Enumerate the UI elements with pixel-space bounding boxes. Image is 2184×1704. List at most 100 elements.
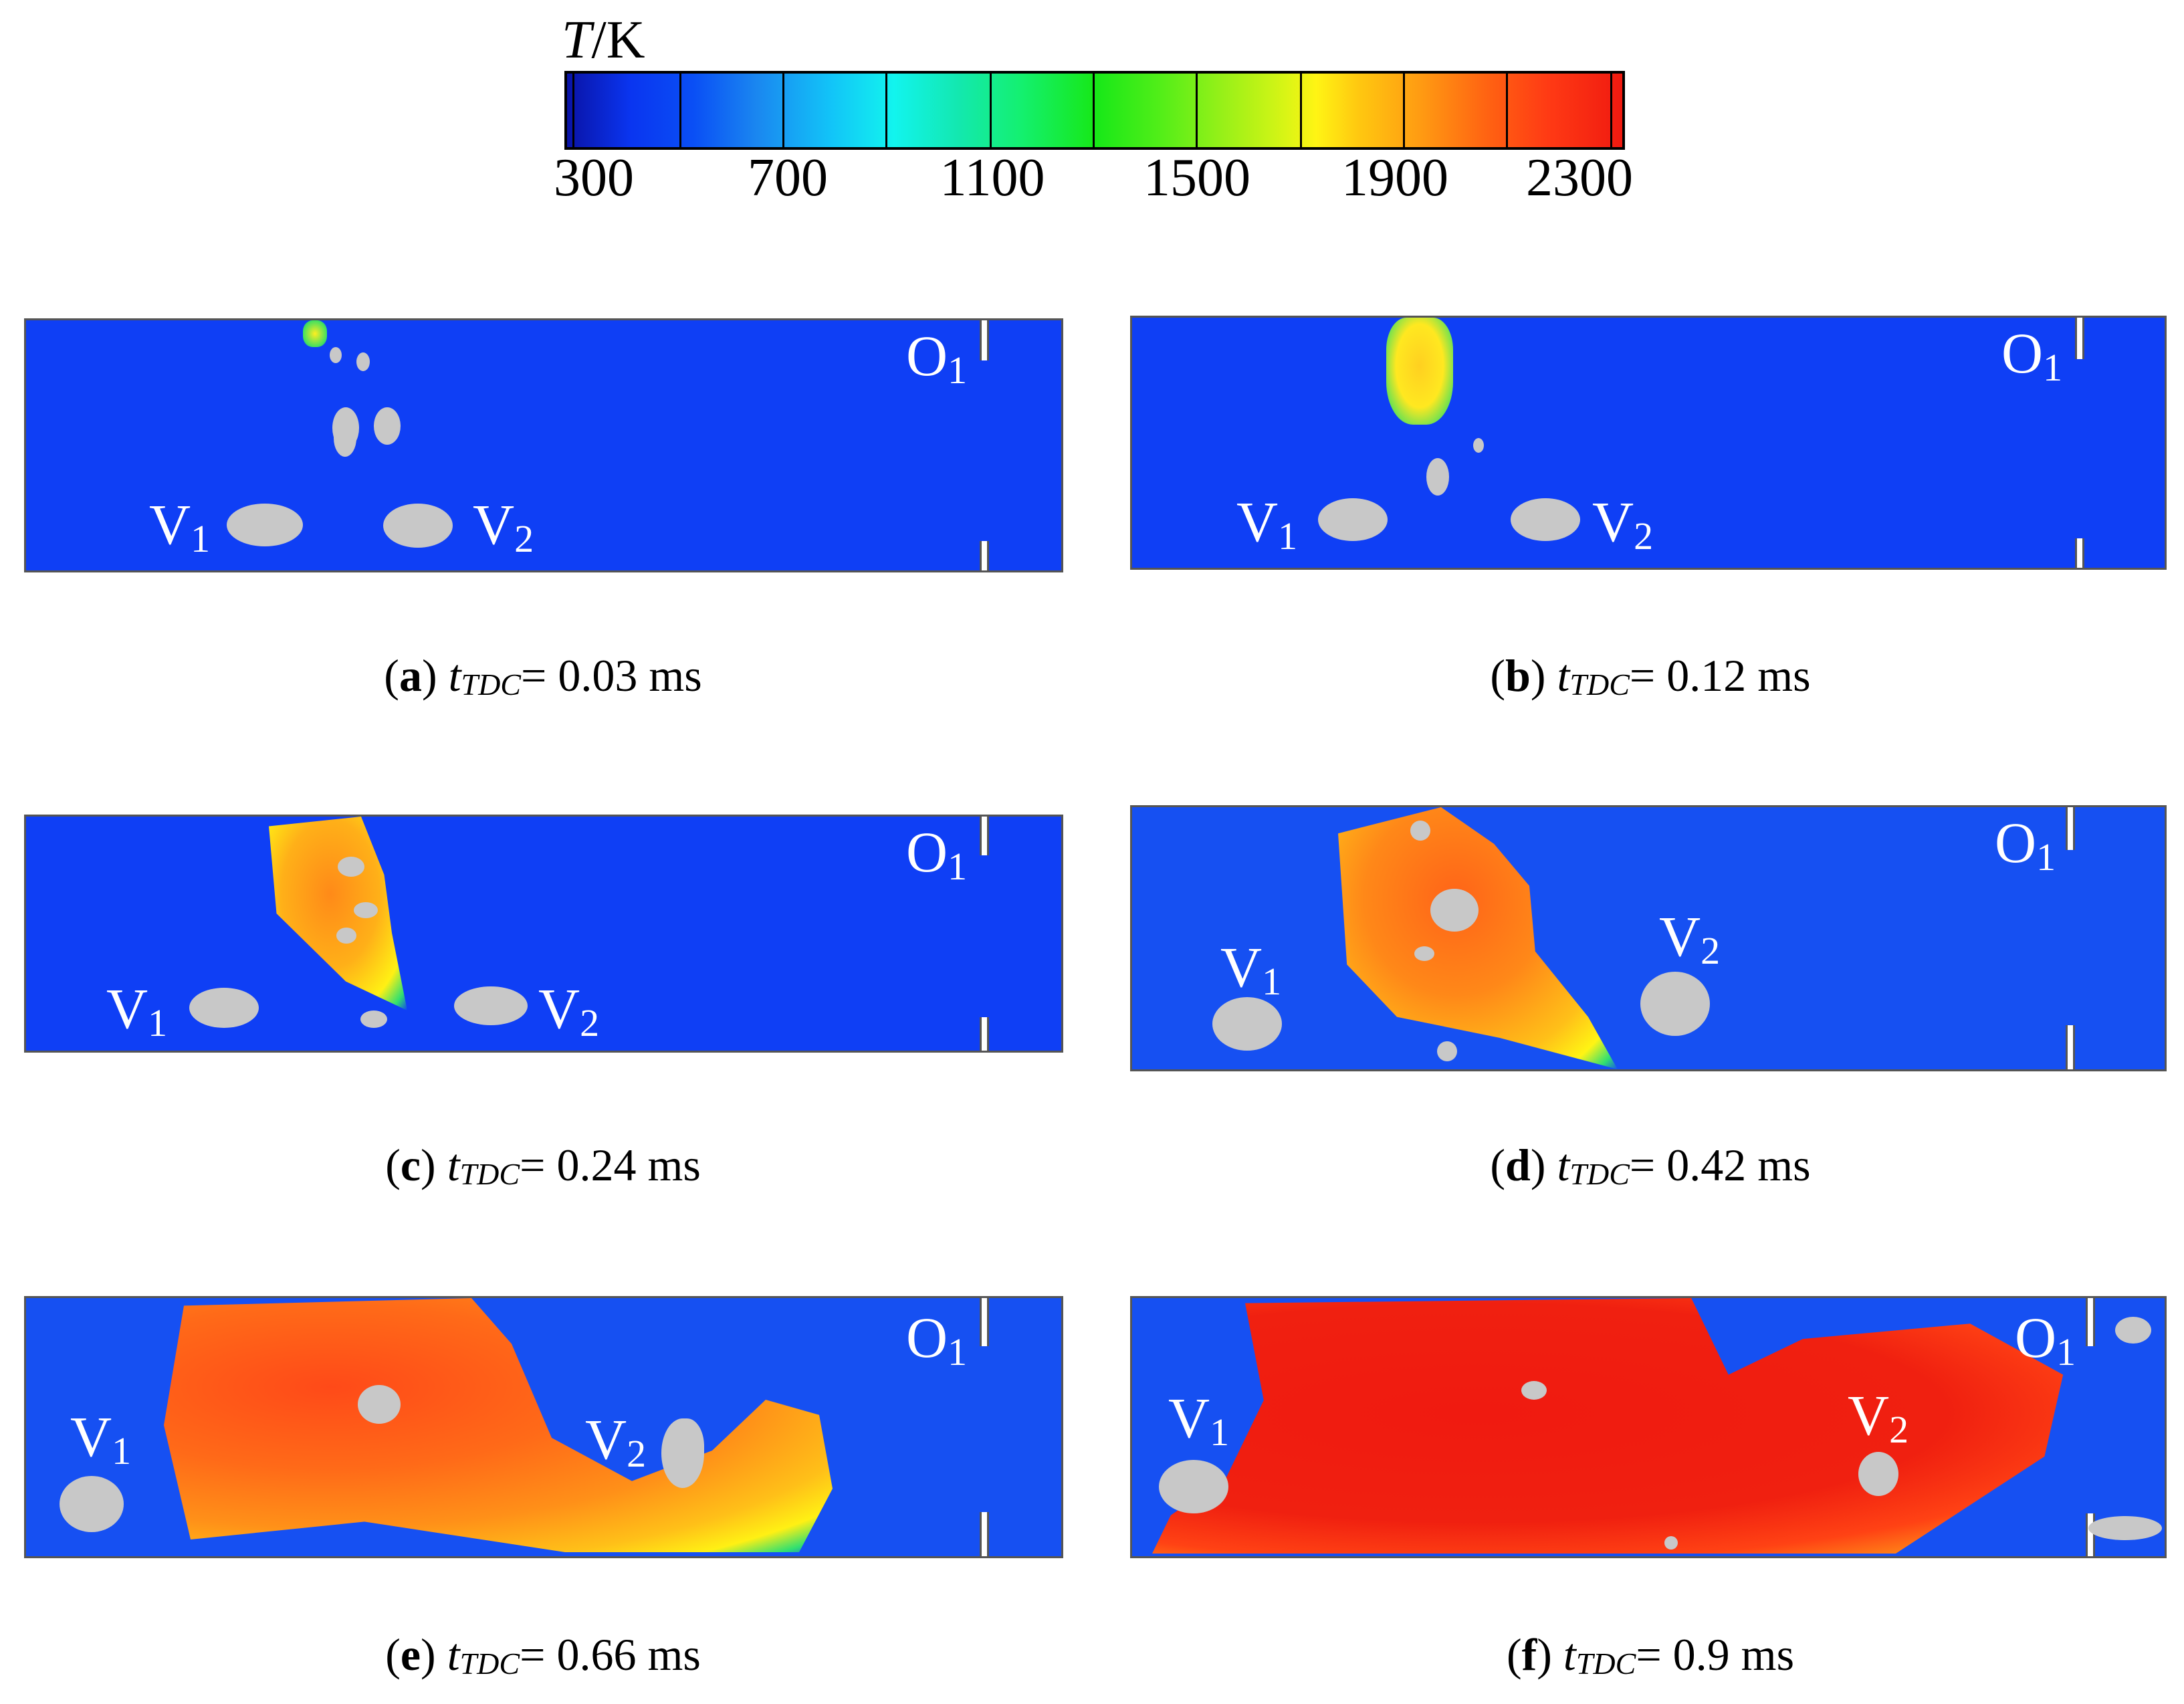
colorbar-divider	[572, 74, 574, 147]
colorbar-divider	[1403, 74, 1405, 147]
colorbar-divider	[990, 74, 992, 147]
droplet	[356, 352, 370, 371]
colorbar-divider	[1506, 74, 1508, 147]
caption-b: (b) tTDC= 0.12 ms	[1490, 650, 1811, 702]
outlet-notch	[2066, 807, 2075, 850]
outlet-notch	[980, 1017, 989, 1051]
valve-v2	[454, 986, 528, 1025]
colorbar-title-unit: /K	[591, 11, 645, 70]
outlet-notch	[980, 541, 989, 570]
valve-v2	[1511, 498, 1580, 541]
valve-v1	[60, 1476, 124, 1532]
droplet	[336, 928, 356, 944]
valve-v1	[1159, 1460, 1228, 1513]
label-o1: O1	[906, 1305, 968, 1374]
outlet-notch	[2086, 1298, 2095, 1346]
label-v1: V1	[1236, 490, 1298, 558]
valve-v2	[383, 504, 453, 548]
panel-a: V1 V2 O1	[24, 318, 1063, 572]
flame-front	[1386, 318, 1453, 425]
label-v2: V2	[1659, 904, 1721, 972]
valve-v1	[189, 988, 259, 1028]
droplet	[1664, 1536, 1678, 1550]
outlet-notch	[980, 817, 989, 855]
outlet-notch	[2075, 318, 2084, 359]
valve-v2	[661, 1418, 704, 1488]
caption-a: (a) tTDC= 0.03 ms	[384, 650, 702, 702]
colorbar-tick: 300	[554, 148, 634, 207]
colorbar-tick: 700	[748, 148, 828, 207]
valve-v1	[1212, 997, 1282, 1051]
flame-front	[303, 320, 327, 347]
panel-e: V1 V2 O1	[24, 1296, 1063, 1558]
valve-v1	[227, 504, 303, 546]
panel-d: V1 V2 O1	[1130, 805, 2167, 1071]
colorbar-title: T/K	[562, 13, 645, 67]
outlet-notch	[2066, 1025, 2075, 1069]
valve-v1	[1318, 498, 1388, 541]
caption-c: (c) tTDC= 0.24 ms	[385, 1140, 701, 1191]
droplet	[1473, 438, 1484, 453]
flame-front	[1152, 1298, 2064, 1554]
label-v2: V2	[585, 1407, 647, 1475]
colorbar-tick: 1100	[940, 148, 1045, 207]
colorbar-divider	[885, 74, 887, 147]
droplet	[1437, 1041, 1457, 1061]
colorbar-title-var: T	[562, 11, 592, 70]
droplet	[1430, 889, 1479, 932]
caption-e: (e) tTDC= 0.66 ms	[385, 1629, 701, 1681]
label-o1: O1	[906, 820, 968, 888]
panel-c: V1 V2 O1	[24, 815, 1063, 1053]
droplet	[1410, 821, 1430, 841]
colorbar-tick: 1900	[1341, 148, 1448, 207]
droplet	[358, 1385, 401, 1424]
colorbar-divider	[782, 74, 784, 147]
outlet-vortex	[2115, 1317, 2151, 1344]
label-o1: O1	[2001, 321, 2063, 389]
flame-front	[1338, 807, 1618, 1069]
label-v2: V2	[1848, 1383, 1909, 1451]
caption-f: (f) tTDC= 0.9 ms	[1506, 1629, 1795, 1681]
droplet	[334, 419, 356, 457]
droplet	[360, 1010, 387, 1028]
panel-f: V1 V2 O1	[1130, 1296, 2167, 1558]
colorbar-divider	[1300, 74, 1302, 147]
label-o1: O1	[2015, 1305, 2076, 1374]
droplet	[374, 407, 401, 445]
outlet-notch	[2086, 1513, 2095, 1556]
label-v1: V1	[106, 976, 168, 1045]
label-v1: V1	[70, 1404, 132, 1473]
label-v2: V2	[473, 492, 534, 560]
label-v2: V2	[538, 976, 600, 1045]
outlet-notch	[980, 1298, 989, 1346]
colorbar-divider	[1196, 74, 1198, 147]
flame-front	[269, 817, 407, 1010]
label-v2: V2	[1592, 490, 1654, 558]
valve-v2	[1640, 972, 1710, 1036]
droplet	[338, 857, 364, 877]
colorbar-divider	[1610, 74, 1612, 147]
flame-front	[164, 1298, 833, 1552]
outlet-notch	[980, 320, 989, 360]
colorbar-divider	[1093, 74, 1095, 147]
label-o1: O1	[1995, 811, 2056, 879]
colorbar-tick: 2300	[1526, 148, 1633, 207]
label-v1: V1	[1168, 1386, 1230, 1454]
droplet	[1426, 458, 1449, 496]
outlet-vortex	[2088, 1516, 2162, 1540]
droplet	[1521, 1381, 1547, 1400]
droplet	[1414, 946, 1434, 961]
caption-d: (d) tTDC= 0.42 ms	[1490, 1140, 1811, 1191]
droplet	[354, 902, 378, 918]
label-v1: V1	[1220, 935, 1282, 1003]
outlet-notch	[980, 1512, 989, 1556]
droplet	[330, 347, 342, 363]
label-o1: O1	[906, 324, 968, 392]
colorbar-tick: 1500	[1143, 148, 1250, 207]
panel-b: V1 V2 O1	[1130, 316, 2167, 570]
colorbar-divider	[679, 74, 681, 147]
label-v1: V1	[149, 492, 211, 560]
colorbar	[564, 71, 1625, 150]
outlet-notch	[2075, 538, 2084, 568]
valve-v2	[1858, 1452, 1898, 1496]
